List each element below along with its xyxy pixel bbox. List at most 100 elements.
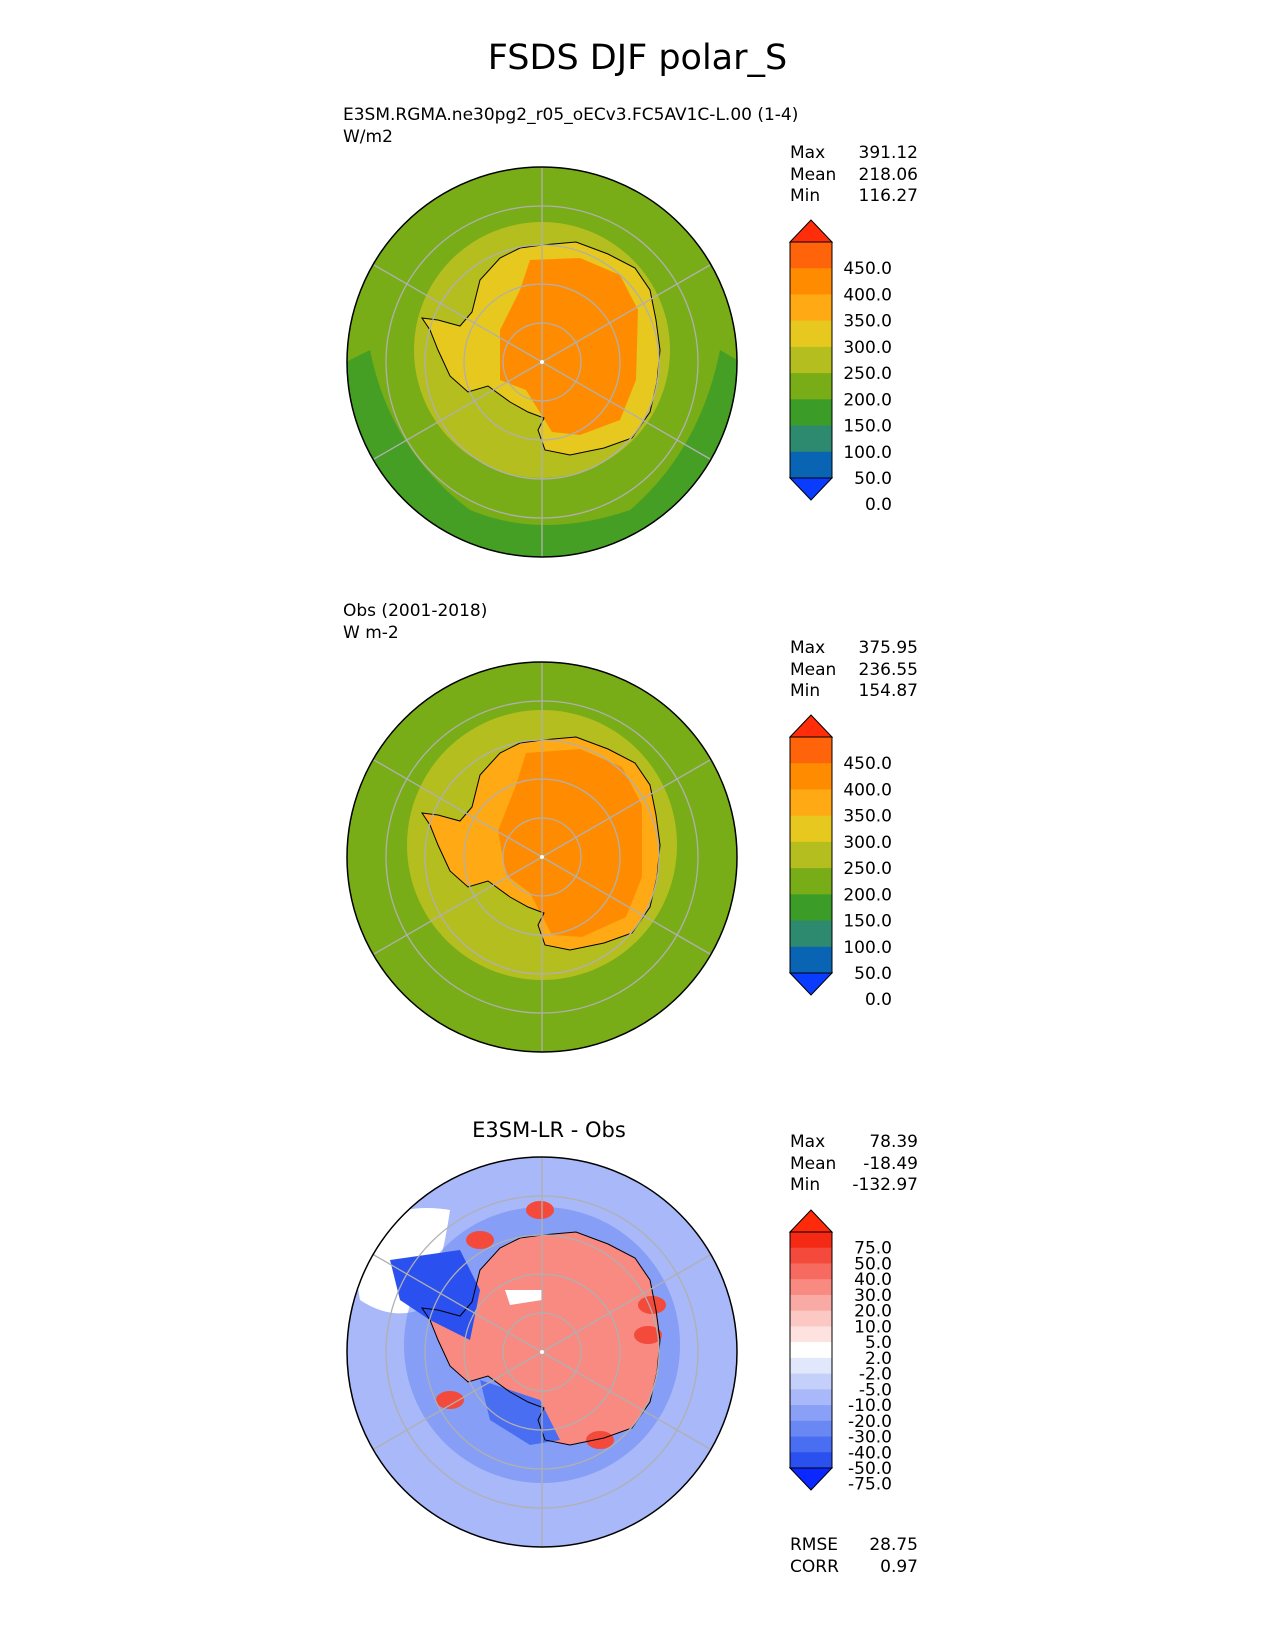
colorbar-segment xyxy=(790,1247,832,1264)
colorbar-segment xyxy=(790,399,832,427)
colorbar-segment xyxy=(790,1389,832,1406)
colorbar-tick-label: 250.0 xyxy=(843,859,892,879)
colorbar-tick-label: 100.0 xyxy=(843,938,892,958)
stat-label: Mean xyxy=(790,164,837,185)
panel1-stats: Max 391.12 Mean 218.06 Min 116.27 xyxy=(790,143,918,208)
panel3-colorbar: 75.050.040.030.020.010.05.02.0-2.0-5.0-1… xyxy=(788,1209,892,1495)
colorbar-segment xyxy=(790,920,832,948)
meridian-gridline xyxy=(541,263,712,363)
colorbar-segment xyxy=(790,346,832,374)
panel3-title: E3SM-LR - Obs xyxy=(472,1118,626,1142)
colorbar-tick-label: 300.0 xyxy=(843,833,892,853)
colorbar-segment xyxy=(790,1294,832,1312)
colorbar-segment xyxy=(790,763,832,790)
colorbar-tick-label: -40.0 xyxy=(848,1443,892,1463)
map-boundary xyxy=(346,166,738,558)
hotspot-2 xyxy=(526,1201,554,1219)
colorbar-tick-label: 250.0 xyxy=(843,364,892,384)
stat-label: Max xyxy=(790,638,826,658)
colorbar-max-extension xyxy=(788,714,834,738)
colorbar-segment xyxy=(790,242,832,269)
colorbar-segment xyxy=(790,1357,832,1375)
antarctic-interior-field xyxy=(422,1232,660,1445)
panel2-units: W m-2 xyxy=(343,623,399,643)
colorbar-frame xyxy=(789,1231,833,1469)
colorbar-tick-label: -5.0 xyxy=(859,1380,892,1400)
stat-value: 218.06 xyxy=(858,164,918,185)
stat-value: 78.39 xyxy=(869,1132,918,1152)
stat-value: 154.87 xyxy=(858,681,918,701)
colorbar-tick-label: 400.0 xyxy=(843,780,892,800)
meridian-gridline xyxy=(372,361,543,461)
colorbar-segment xyxy=(790,789,832,817)
stat-label: Min xyxy=(790,1175,821,1195)
colorbar-tick-label: 0.0 xyxy=(865,495,892,515)
colorbar-tick-label: 150.0 xyxy=(843,417,892,437)
panel1-colorbar: 450.0 400.0 350.0 300.0 250.0 200.0 150.0 100.0… xyxy=(788,219,892,515)
panel1-title: E3SM.RGMA.ne30pg2_r05_oECv3.FC5AV1C-L.00… xyxy=(343,104,798,148)
panel2-title: Obs (2001-2018) W m-2 xyxy=(343,600,487,644)
colorbar-tick-label: 50.0 xyxy=(854,469,892,489)
colorbar-tick-label: 2.0 xyxy=(865,1349,892,1369)
map-boundary xyxy=(346,661,738,1053)
colorbar-tick-label: -2.0 xyxy=(859,1365,892,1385)
meridian-gridline xyxy=(372,758,543,858)
meridian-gridline xyxy=(541,856,712,956)
stat-label: Mean xyxy=(790,659,837,680)
colorbar-segment xyxy=(790,1405,832,1422)
colorbar-tick-label: 350.0 xyxy=(843,807,892,827)
hotspot-1 xyxy=(634,1326,662,1344)
colorbar-segment xyxy=(790,294,832,322)
colorbar-tick-label: 450.0 xyxy=(843,259,892,279)
stat-label: Mean xyxy=(790,1153,837,1174)
colorbar-segment xyxy=(790,451,832,479)
colorbar-tick-label: 30.0 xyxy=(854,1286,892,1306)
map-boundary xyxy=(346,1156,738,1548)
meridian-gridline xyxy=(372,1351,543,1451)
ross-negative-patch xyxy=(480,1380,560,1445)
colorbar-segment xyxy=(790,1279,832,1296)
pole-marker xyxy=(540,1350,544,1354)
colorbar-tick-label: -10.0 xyxy=(848,1396,892,1416)
colorbar-max-extension xyxy=(788,1209,834,1233)
colorbar-max-extension xyxy=(788,219,834,243)
colorbar-segment xyxy=(790,1342,832,1359)
outer-ocean-band xyxy=(347,350,737,557)
colorbar-tick-label: -50.0 xyxy=(848,1459,892,1479)
stat-label: Min xyxy=(790,186,821,206)
colorbar-tick-label: 400.0 xyxy=(843,285,892,305)
metric-value: 28.75 xyxy=(869,1535,918,1555)
hotspot-3 xyxy=(436,1391,464,1409)
colorbar-segment xyxy=(790,894,832,922)
colorbar-tick-label: -30.0 xyxy=(848,1428,892,1448)
colorbar-segment xyxy=(790,373,832,400)
hotspot-5 xyxy=(466,1231,494,1249)
stat-label: Min xyxy=(790,681,821,701)
colorbar-tick-label: 50.0 xyxy=(854,964,892,984)
colorbar-frame xyxy=(789,736,833,974)
meridian-gridline xyxy=(541,758,712,858)
stat-value: -18.49 xyxy=(863,1153,918,1174)
panel3-polar-map xyxy=(346,1156,738,1548)
colorbar-tick-label: 300.0 xyxy=(843,338,892,358)
colorbar-min-extension xyxy=(788,477,834,501)
panel2-title-line1: Obs (2001-2018) xyxy=(343,601,488,621)
panel1-polar-map xyxy=(346,166,738,558)
colorbar-min-extension xyxy=(788,972,834,996)
colorbar-segment xyxy=(790,815,832,843)
colorbar-segment xyxy=(790,868,832,895)
meridian-gridline xyxy=(541,1351,712,1451)
panel3-metrics: RMSE 28.75 CORR 0.97 xyxy=(790,1535,918,1578)
colorbar-frame xyxy=(789,241,833,479)
panel2-colorbar: 450.0 400.0 350.0 300.0 250.0 200.0 150.0 100.0… xyxy=(788,714,892,1010)
colorbar-segment xyxy=(790,1232,832,1249)
antarctic-interior-field xyxy=(498,749,642,937)
colorbar-segment xyxy=(790,320,832,348)
colorbar-tick-label: 0.0 xyxy=(865,990,892,1010)
colorbar-tick-label: 20.0 xyxy=(854,1302,892,1322)
colorbar-tick-label: -75.0 xyxy=(848,1475,892,1495)
metric-value: 0.97 xyxy=(880,1556,918,1577)
colorbar-segment xyxy=(790,1420,832,1438)
panel1-title-line1: E3SM.RGMA.ne30pg2_r05_oECv3.FC5AV1C-L.00… xyxy=(343,105,799,125)
colorbar-tick-label: 350.0 xyxy=(843,312,892,332)
